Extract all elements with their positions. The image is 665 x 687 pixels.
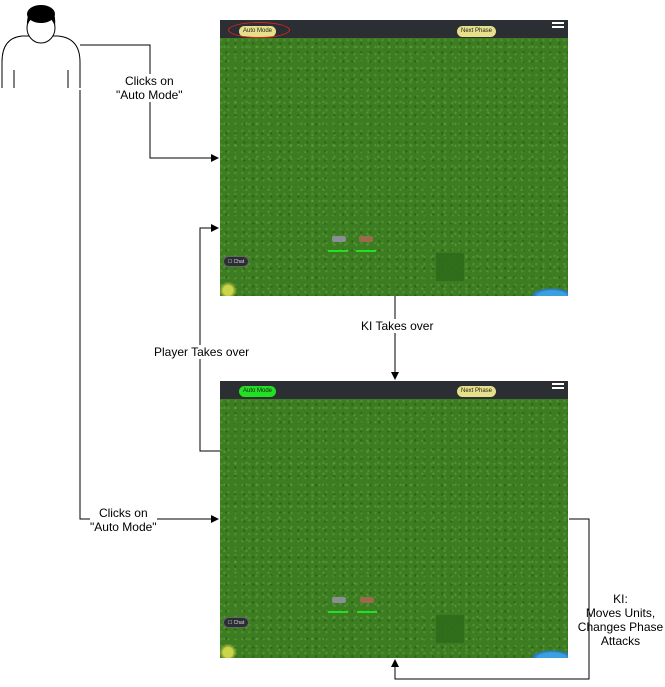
arrow-ki-loop bbox=[391, 518, 590, 680]
dark-tile bbox=[436, 615, 464, 643]
bush-decoration bbox=[220, 644, 240, 658]
dark-tile bbox=[436, 253, 464, 281]
arrow-user-to-bottom-screen bbox=[79, 90, 219, 523]
arrow-player-takes-over bbox=[199, 224, 220, 452]
game-screen-top: Auto Mode Next Phase ☐ Chat bbox=[220, 20, 568, 296]
chat-label: Chat bbox=[233, 259, 245, 265]
label-clicks-auto-mode-top: Clicks on "Auto Mode" bbox=[116, 74, 183, 102]
unit-brown[interactable] bbox=[358, 597, 376, 605]
grass-field bbox=[220, 399, 568, 658]
water-decoration bbox=[528, 287, 568, 296]
label-ki-takes-over: KI Takes over bbox=[361, 319, 434, 333]
highlight-ring bbox=[228, 22, 290, 38]
menu-icon[interactable] bbox=[552, 22, 564, 28]
health-bar bbox=[357, 611, 377, 613]
game-screen-bottom: Auto Mode Next Phase ☐ Chat bbox=[220, 381, 568, 658]
chat-button[interactable]: ☐ Chat bbox=[223, 256, 249, 267]
health-bar bbox=[328, 250, 348, 252]
next-phase-button[interactable]: Next Phase bbox=[457, 26, 497, 37]
unit-grey[interactable] bbox=[330, 597, 348, 605]
next-phase-button[interactable]: Next Phase bbox=[457, 386, 497, 397]
health-bar bbox=[328, 611, 348, 613]
menu-icon[interactable] bbox=[552, 383, 564, 389]
label-player-takes-over: Player Takes over bbox=[154, 345, 250, 359]
unit-brown[interactable] bbox=[357, 236, 375, 244]
water-decoration bbox=[528, 649, 568, 658]
health-bar bbox=[356, 250, 376, 252]
grass-field bbox=[220, 38, 568, 296]
label-clicks-auto-mode-bottom: Clicks on "Auto Mode" bbox=[90, 506, 157, 534]
chat-button[interactable]: ☐ Chat bbox=[223, 617, 249, 628]
chat-label: Chat bbox=[233, 620, 245, 626]
label-ki-actions: KI: Moves Units, Changes Phase Attacks bbox=[577, 592, 664, 648]
user-icon bbox=[1, 5, 81, 88]
bush-decoration bbox=[220, 282, 240, 296]
auto-mode-button[interactable]: Auto Mode bbox=[239, 386, 277, 397]
unit-grey[interactable] bbox=[330, 236, 348, 244]
